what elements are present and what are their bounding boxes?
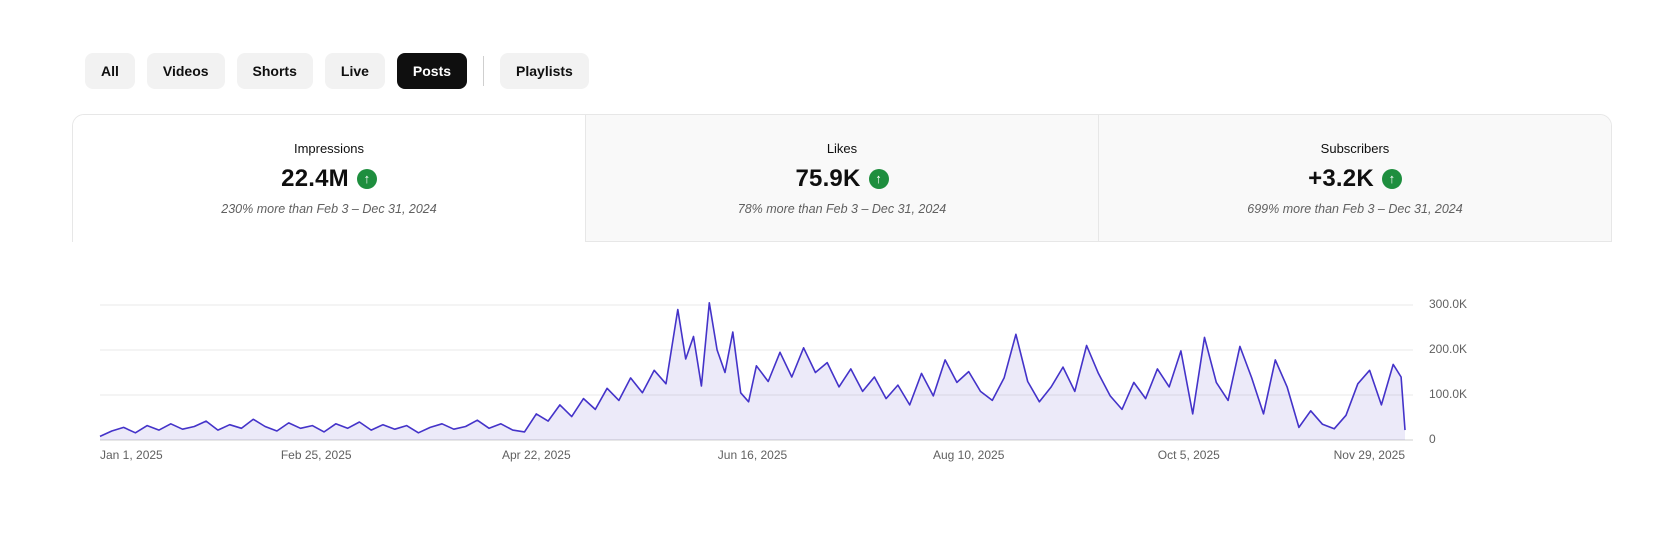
y-tick-label: 100.0K — [1429, 387, 1468, 401]
metric-card-likes[interactable]: Likes 75.9K ↑ 78% more than Feb 3 – Dec … — [585, 115, 1098, 242]
metric-value: 75.9K — [795, 164, 861, 192]
metric-title: Likes — [826, 140, 858, 156]
x-tick-label: Aug 10, 2025 — [932, 448, 1005, 462]
metric-card-subscribers[interactable]: Subscribers +3.2K ↑ 699% more than Feb 3… — [1098, 115, 1611, 242]
metric-card-impressions[interactable]: Impressions 22.4M ↑ 230% more than Feb 3… — [73, 115, 585, 242]
metric-title: Subscribers — [1320, 140, 1390, 156]
metric-title: Impressions — [293, 140, 365, 156]
metric-value-row: +3.2K ↑ — [1308, 165, 1402, 193]
up-arrow-icon: ↑ — [356, 168, 377, 189]
x-tick-label: Nov 29, 2025 — [1333, 448, 1405, 462]
metric-subtext: 78% more than Feb 3 – Dec 31, 2024 — [737, 201, 947, 216]
x-tick-label: Jan 1, 2025 — [100, 448, 163, 462]
impressions-area-chart[interactable]: 300.0K 200.0K 100.0K 0 Jan 1, 2025 Feb 25, 2… — [85, 278, 1625, 508]
metric-subtext: 230% more than Feb 3 – Dec 31, 2024 — [221, 201, 437, 216]
y-tick-label: 0 — [1429, 432, 1436, 446]
up-arrow-icon: ↑ — [868, 168, 889, 189]
x-tick-label: Jun 16, 2025 — [717, 448, 788, 462]
metric-cards: Impressions 22.4M ↑ 230% more than Feb 3… — [72, 114, 1612, 242]
filter-chip-posts[interactable]: Posts — [396, 53, 468, 89]
metric-value: +3.2K — [1308, 164, 1374, 192]
x-tick-label: Oct 5, 2025 — [1157, 448, 1220, 462]
y-tick-label: 300.0K — [1429, 297, 1468, 311]
chart-canvas[interactable] — [85, 278, 1625, 508]
up-arrow-icon: ↑ — [1381, 168, 1402, 189]
metric-value-row: 22.4M ↑ — [281, 165, 377, 193]
metric-value-row: 75.9K ↑ — [795, 164, 889, 193]
content-filter-chips: All Videos Shorts Live Posts Playlists — [85, 53, 589, 89]
filter-chip-all[interactable]: All — [85, 53, 135, 89]
filter-chip-videos[interactable]: Videos — [146, 53, 225, 89]
metric-subtext: 699% more than Feb 3 – Dec 31, 2024 — [1247, 201, 1463, 216]
x-tick-label: Apr 22, 2025 — [501, 448, 571, 462]
x-tick-label: Feb 25, 2025 — [280, 448, 352, 462]
filter-chip-shorts[interactable]: Shorts — [236, 53, 313, 89]
series-line — [99, 302, 1406, 438]
y-tick-label: 200.0K — [1429, 342, 1468, 356]
filter-chip-live[interactable]: Live — [324, 53, 385, 89]
filter-chip-playlists[interactable]: Playlists — [500, 53, 589, 89]
chip-divider — [483, 56, 485, 86]
series-area-fill — [100, 302, 1405, 440]
metric-value: 22.4M — [281, 164, 349, 192]
